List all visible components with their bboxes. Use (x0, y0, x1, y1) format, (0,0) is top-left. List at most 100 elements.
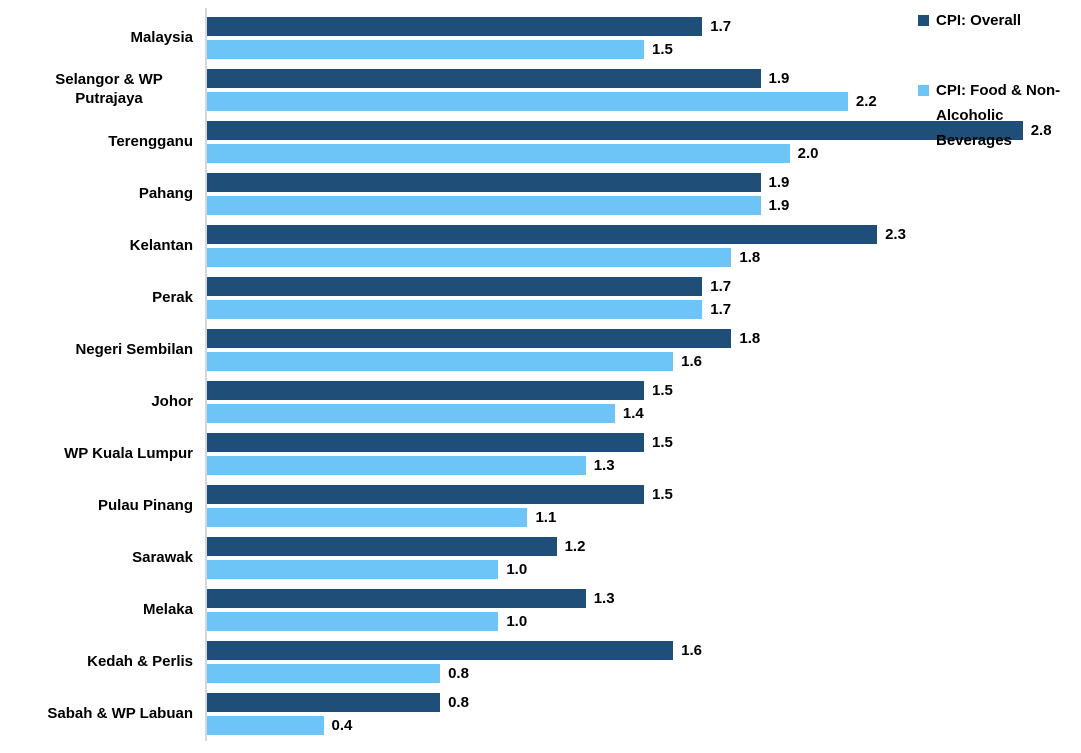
bar-line: 1.3 (207, 456, 1081, 475)
bar-group: 1.5 1.3 (207, 433, 1081, 475)
category-label: Negeri Sembilan (75, 340, 193, 358)
bar-group: 1.3 1.0 (207, 589, 1081, 631)
value-label: 2.3 (885, 226, 906, 243)
bar-line: 1.1 (207, 508, 1081, 527)
bar-line: 1.5 (207, 485, 1081, 504)
bar-line: 1.9 (207, 69, 1081, 88)
category-row: Pulau Pinang 1.5 1.1 (0, 480, 1081, 532)
bar-line: 2.3 (207, 225, 1081, 244)
bar-food (207, 248, 732, 267)
bar-group: 1.9 1.9 (207, 173, 1081, 215)
bar-line: 1.2 (207, 537, 1081, 556)
legend-item-overall: CPI: Overall (918, 8, 1078, 33)
bar-group: 1.9 2.2 (207, 69, 1081, 111)
bar-food (207, 560, 499, 579)
legend-swatch-food (918, 85, 929, 96)
value-label: 1.7 (710, 278, 732, 295)
bar-overall (207, 589, 586, 608)
bar-group: 1.8 1.6 (207, 329, 1081, 371)
bar-line: 1.7 (207, 300, 1081, 319)
bar-line: 1.7 (207, 277, 1081, 296)
category-label: Pulau Pinang (97, 496, 193, 514)
legend: CPI: Overall CPI: Food & Non-Alcoholic B… (918, 8, 1078, 153)
legend-label-overall: CPI: Overall (936, 12, 1022, 29)
bar-overall (207, 485, 644, 504)
value-label: 1.5 (652, 434, 673, 451)
bar-group: 1.6 0.8 (207, 641, 1081, 683)
bar-line: 2.2 (207, 92, 1081, 111)
category-row: Malaysia 1.7 1.5 (0, 12, 1081, 64)
bar-food (207, 196, 761, 215)
bar-food (207, 664, 441, 683)
bar-line: 1.4 (207, 404, 1081, 423)
bar-line: 1.7 (207, 17, 1081, 36)
bar-line: 2.0 (207, 144, 1081, 163)
category-row: Selangor & WP Putrajaya 1.9 2.2 (0, 64, 1081, 116)
value-label: 1.8 (739, 249, 761, 266)
bar-food (207, 404, 615, 423)
bar-group: 1.7 1.5 (207, 17, 1081, 59)
value-label: 1.9 (768, 174, 790, 191)
bar-food (207, 300, 703, 319)
bar-overall (207, 173, 761, 192)
category-row: Negeri Sembilan 1.8 1.6 (0, 324, 1081, 376)
value-label: 2.8 (1030, 122, 1052, 139)
bar-overall (207, 121, 1023, 140)
bar-line: 1.9 (207, 173, 1081, 192)
value-label: 1.9 (768, 70, 790, 87)
value-label: 1.5 (652, 41, 673, 58)
value-label: 1.8 (739, 330, 761, 347)
bar-food (207, 40, 644, 59)
y-axis-line (205, 8, 207, 741)
bar-group: 2.3 1.8 (207, 225, 1081, 267)
bar-line: 1.5 (207, 381, 1081, 400)
category-row: Sarawak 1.2 1.0 (0, 532, 1081, 584)
bar-food (207, 508, 528, 527)
bar-line: 1.0 (207, 612, 1081, 631)
value-label: 1.3 (593, 590, 615, 607)
category-label: Terengganu (108, 132, 193, 150)
bar-group: 0.8 0.4 (207, 693, 1081, 735)
category-label: Sabah & WP Labuan (47, 704, 193, 722)
bar-overall (207, 693, 441, 712)
value-label: 0.8 (448, 665, 469, 682)
value-label: 0.4 (331, 717, 353, 734)
bar-line: 1.5 (207, 433, 1081, 452)
bar-food (207, 716, 324, 735)
bar-food (207, 92, 848, 111)
value-label: 1.6 (681, 353, 702, 370)
value-label: 1.0 (506, 613, 528, 630)
bar-line: 1.9 (207, 196, 1081, 215)
bar-food (207, 612, 499, 631)
category-row: Perak 1.7 1.7 (0, 272, 1081, 324)
category-row: Kedah & Perlis 1.6 0.8 (0, 636, 1081, 688)
bar-overall (207, 537, 557, 556)
bar-overall (207, 329, 732, 348)
bar-line: 1.3 (207, 589, 1081, 608)
bar-group: 1.7 1.7 (207, 277, 1081, 319)
value-label: 1.0 (506, 561, 528, 578)
category-row: Kelantan 2.3 1.8 (0, 220, 1081, 272)
bar-line: 1.5 (207, 40, 1081, 59)
bar-overall (207, 381, 644, 400)
bar-line: 0.4 (207, 716, 1081, 735)
bar-line: 1.6 (207, 352, 1081, 371)
bar-line: 0.8 (207, 693, 1081, 712)
bar-group: 2.8 2.0 (207, 121, 1081, 163)
value-label: 1.5 (652, 486, 673, 503)
bar-line: 2.8 (207, 121, 1081, 140)
value-label: 2.2 (855, 93, 877, 110)
category-label: Kelantan (129, 236, 193, 254)
plot-area: Malaysia 1.7 1.5 Selangor & WP Putrajaya 1.9… (0, 12, 1081, 740)
category-row: Sabah & WP Labuan 0.8 0.4 (0, 688, 1081, 740)
bar-overall (207, 641, 674, 660)
value-label: 1.5 (652, 382, 673, 399)
bar-line: 1.0 (207, 560, 1081, 579)
value-label: 1.3 (593, 457, 615, 474)
value-label: 1.4 (622, 405, 644, 422)
category-row: Johor 1.5 1.4 (0, 376, 1081, 428)
bar-overall (207, 69, 761, 88)
category-label: Johor (151, 392, 193, 410)
category-label: Selangor & WP Putrajaya (55, 71, 163, 107)
